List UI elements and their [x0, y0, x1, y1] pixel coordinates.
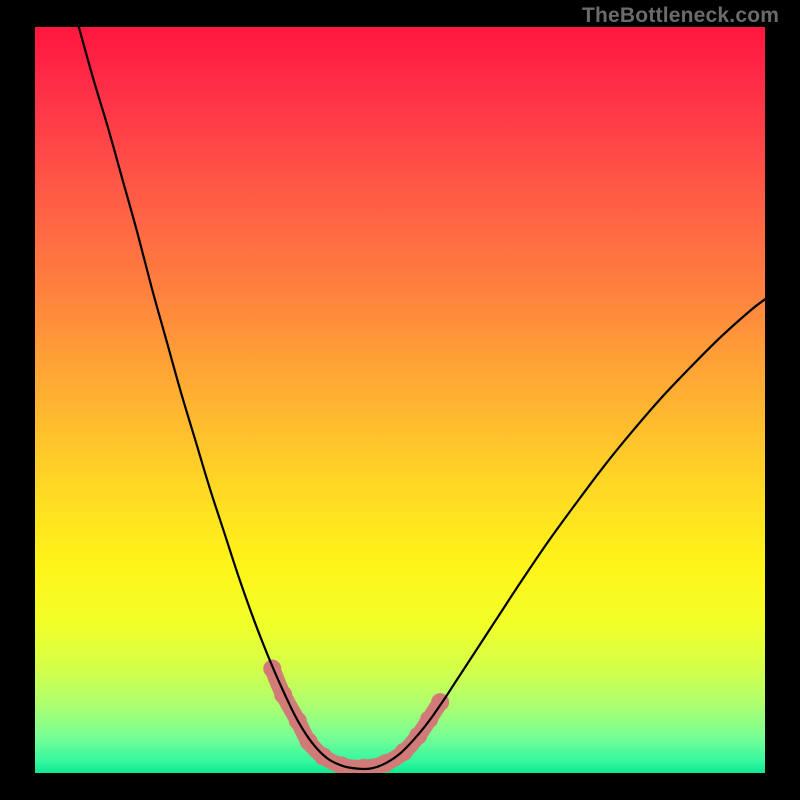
chart-container: TheBottleneck.com [0, 0, 800, 800]
watermark-text: TheBottleneck.com [582, 4, 779, 28]
marker-dot-8 [395, 743, 413, 761]
plot-background-gradient [35, 27, 765, 773]
bottleneck-chart [0, 0, 800, 800]
